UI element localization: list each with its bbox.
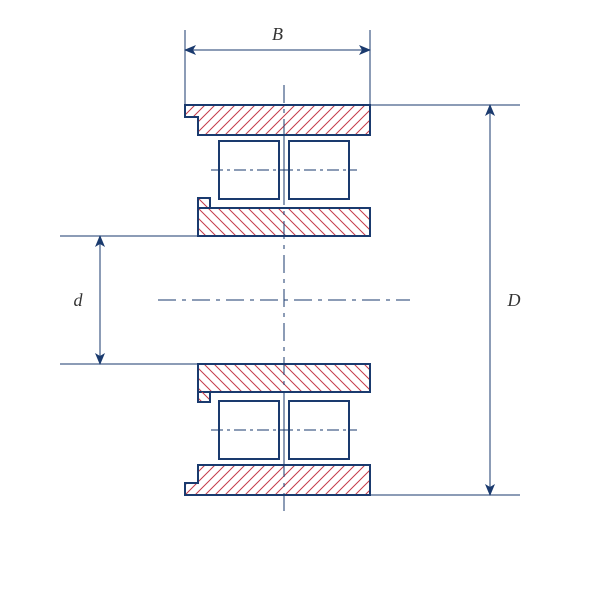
dimension-label-d: d <box>74 290 84 310</box>
dimension-label-B: B <box>272 24 283 44</box>
bearing-cross-section: B d D <box>0 0 600 600</box>
dimension-label-D: D <box>507 290 521 310</box>
